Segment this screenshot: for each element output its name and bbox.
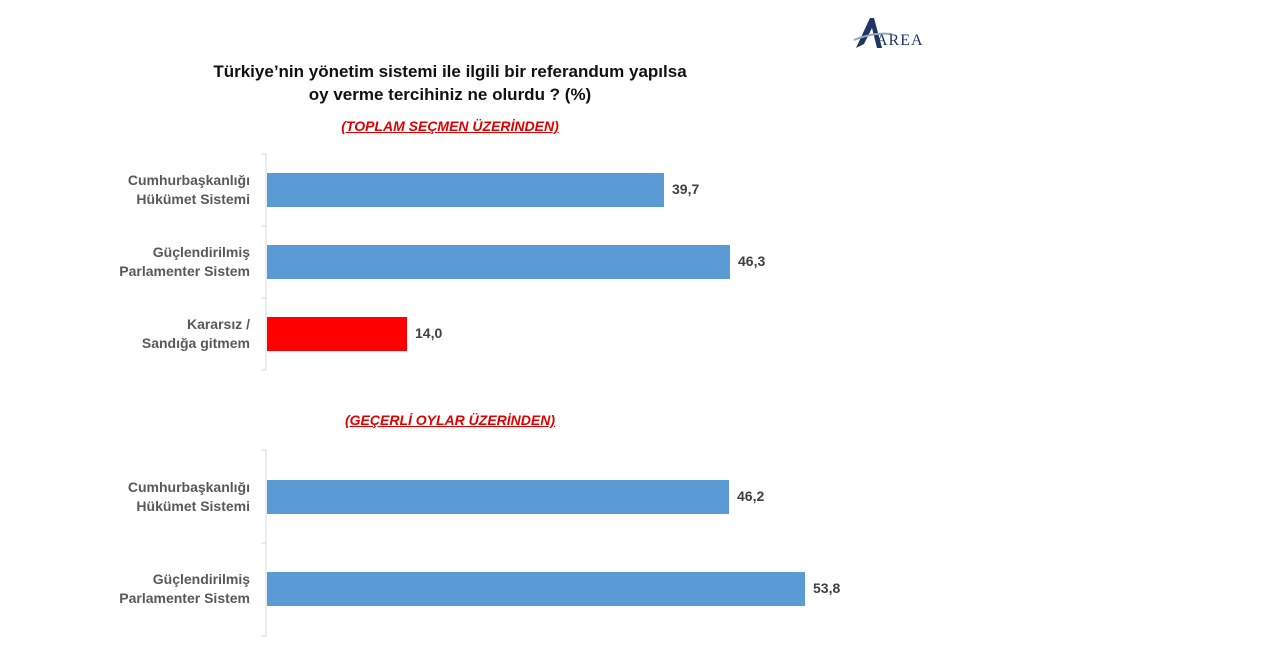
panel-1-category-label-2: Güçlendirilmiş Parlamenter Sistem — [20, 243, 250, 281]
panel-1-category-label-1: Cumhurbaşkanlığı Hükümet Sistemi — [20, 171, 250, 209]
panel-2-bar-2 — [267, 572, 805, 606]
panel-2-subtitle: (GEÇERLİ OYLAR ÜZERİNDEN) — [345, 412, 555, 428]
panel-2-category-label-2: Güçlendirilmiş Parlamenter Sistem — [20, 570, 250, 608]
category-label-line: Cumhurbaşkanlığı — [127, 479, 250, 495]
panel-2-bar-1 — [267, 480, 729, 514]
panel-1-bar-1 — [267, 173, 664, 207]
panel-1-bar-2 — [267, 245, 730, 279]
area-logo-icon — [853, 18, 893, 48]
chart-title-line-2: oy verme tercihiniz ne olurdu ? (%) — [308, 85, 592, 104]
category-label-line: Cumhurbaşkanlığı — [127, 172, 250, 188]
category-label-line: Parlamenter Sistem — [119, 263, 250, 279]
category-label-line: Hükümet Sistemi — [136, 191, 250, 207]
chart-title-line-1: Türkiye’nin yönetim sistemi ile ilgili b… — [213, 62, 687, 81]
panel-1-value-label-2: 46,3 — [738, 253, 766, 269]
category-label-line: Sandığa gitmem — [141, 335, 250, 351]
panel-2-value-label-2: 53,8 — [813, 580, 841, 596]
panel-2-value-label-1: 46,2 — [737, 488, 765, 504]
category-label-line: Güçlendirilmiş — [152, 571, 250, 587]
panel-1-value-label-1: 39,7 — [672, 181, 700, 197]
category-label-line: Hükümet Sistemi — [136, 498, 250, 514]
panel-1-subtitle: (TOPLAM SEÇMEN ÜZERİNDEN) — [341, 118, 559, 134]
panel-1-value-label-3: 14,0 — [415, 325, 443, 341]
panel-1-bar-3 — [267, 317, 407, 351]
category-label-line: Güçlendirilmiş — [152, 244, 250, 260]
panel-1-category-label-3: Kararsız / Sandığa gitmem — [20, 315, 250, 353]
category-label-line: Parlamenter Sistem — [119, 590, 250, 606]
panel-2-category-label-1: Cumhurbaşkanlığı Hükümet Sistemi — [20, 478, 250, 516]
category-label-line: Kararsız / — [186, 316, 250, 332]
logo-text: AREA — [876, 32, 924, 49]
